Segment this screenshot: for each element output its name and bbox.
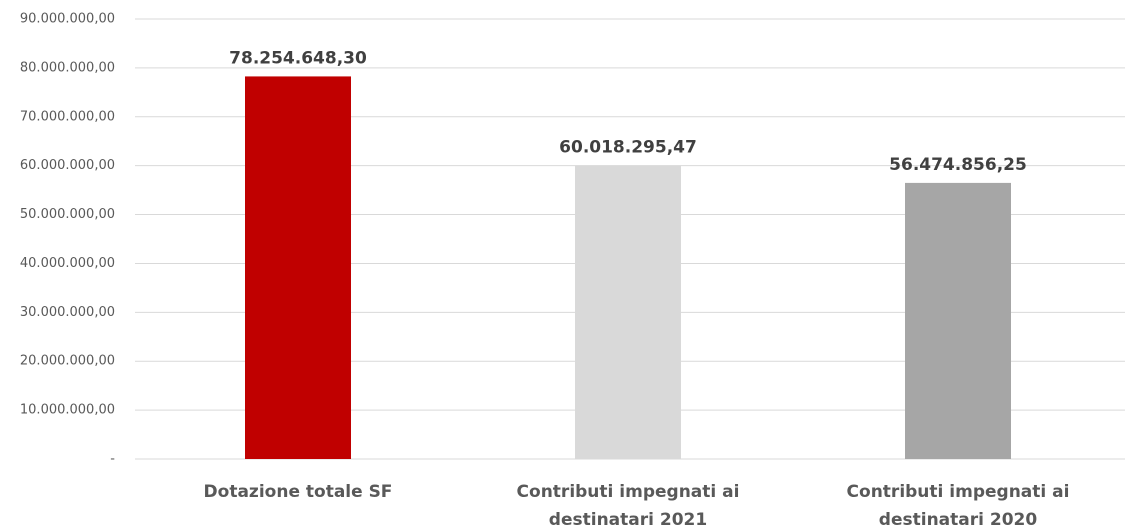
bar — [245, 76, 351, 459]
bar — [905, 182, 1011, 459]
y-tick-label: 90.000.000,00 — [20, 12, 115, 27]
value-label: 56.474.856,25 — [889, 155, 1027, 175]
y-tick-label: 40.000.000,00 — [20, 256, 115, 271]
y-tick-label: 60.000.000,00 — [20, 158, 115, 173]
y-tick-label: 70.000.000,00 — [20, 109, 115, 124]
x-tick-label: Contributi impegnati ai destinatari 2021 — [516, 482, 740, 527]
x-tick-label: Contributi impegnati ai destinatari 2020 — [846, 482, 1070, 527]
y-tick-label: 30.000.000,00 — [20, 305, 115, 320]
bar — [575, 165, 681, 460]
y-tick-label: - — [110, 452, 115, 467]
y-tick-label: 20.000.000,00 — [20, 354, 115, 369]
value-label: 60.018.295,47 — [559, 138, 697, 158]
value-label: 78.254.648,30 — [229, 48, 367, 68]
y-tick-label: 50.000.000,00 — [20, 207, 115, 222]
x-tick-label: Dotazione totale SF — [203, 482, 393, 502]
y-tick-label: 10.000.000,00 — [20, 403, 115, 418]
y-tick-label: 80.000.000,00 — [20, 60, 115, 75]
